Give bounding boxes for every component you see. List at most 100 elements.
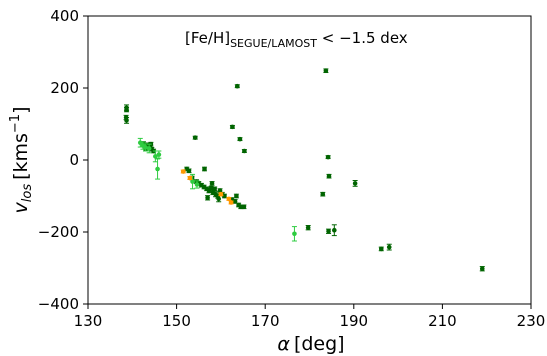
series-2 — [180, 169, 234, 205]
point-marker — [222, 193, 227, 199]
data-point — [291, 226, 297, 242]
point-marker — [212, 186, 217, 192]
data-point — [323, 68, 329, 74]
annotation-sub: SEGUE/LAMOST — [230, 37, 317, 50]
y-tick-label: 400 — [50, 7, 79, 25]
x-tick-label: 150 — [162, 312, 191, 330]
point-marker — [180, 169, 186, 174]
point-marker — [378, 246, 384, 252]
point-marker — [305, 225, 311, 230]
point-marker — [234, 193, 239, 199]
data-point — [156, 150, 162, 159]
data-point — [187, 175, 193, 181]
annotation-post: < −1.5 dex — [317, 29, 408, 47]
y-tick-label: 0 — [69, 151, 79, 169]
point-marker — [352, 181, 358, 186]
point-marker — [228, 200, 234, 205]
point-marker — [153, 154, 158, 159]
data-point — [352, 180, 358, 187]
data-point — [180, 169, 186, 174]
y-axis-subscript: los — [20, 184, 35, 203]
y-axis-unit-sup: −1 — [8, 114, 23, 133]
data-point — [212, 186, 218, 192]
x-tick-label: 210 — [428, 312, 457, 330]
data-point — [194, 180, 200, 189]
point-marker — [326, 228, 331, 234]
data-point — [386, 243, 392, 251]
point-marker — [226, 196, 232, 202]
point-marker — [292, 231, 297, 237]
y-tick-label: −200 — [38, 223, 79, 241]
y-tick-label: 200 — [50, 79, 79, 97]
plot-frame — [87, 15, 532, 305]
point-marker — [332, 227, 337, 233]
data-point — [237, 136, 243, 142]
data-point — [124, 117, 130, 124]
point-marker — [242, 148, 247, 154]
data-point — [326, 173, 332, 179]
metallicity-annotation: [Fe/H]SEGUE/LAMOST < −1.5 dex — [185, 29, 408, 50]
series-0 — [123, 68, 485, 272]
data-point — [378, 246, 384, 252]
y-axis-unit: [kms — [10, 133, 32, 180]
y-axis-label: vlos [kms−1] — [8, 106, 35, 213]
point-marker — [216, 196, 221, 202]
data-point — [186, 168, 192, 174]
point-marker — [192, 135, 198, 140]
data-point — [146, 143, 152, 154]
data-point — [152, 150, 158, 163]
x-tick-label: 190 — [339, 312, 368, 330]
point-marker — [325, 154, 331, 160]
x-tick-label: 130 — [74, 312, 103, 330]
point-marker — [190, 179, 195, 184]
point-marker — [202, 166, 207, 172]
x-axis-label: α [deg] — [277, 333, 344, 355]
point-marker — [155, 166, 160, 172]
point-marker — [205, 195, 210, 201]
data-point — [228, 200, 234, 205]
point-marker — [124, 118, 129, 123]
data-point — [190, 173, 196, 190]
point-marker — [386, 244, 392, 250]
x-axis-ticks: 130 150 170 190 210 230 — [74, 304, 546, 330]
point-marker — [186, 168, 192, 174]
point-marker — [237, 136, 243, 142]
data-point — [202, 166, 208, 172]
point-marker — [218, 191, 224, 197]
point-marker — [323, 68, 329, 74]
point-marker — [217, 188, 223, 193]
point-marker — [209, 181, 215, 186]
x-tick-label: 170 — [251, 312, 280, 330]
point-marker — [124, 107, 129, 112]
y-axis-ticks: 400 200 0 −200 −400 — [38, 7, 88, 313]
y-axis-unit-close: ] — [10, 106, 32, 113]
data-point — [124, 106, 130, 113]
point-marker — [241, 204, 247, 210]
data-point — [229, 124, 235, 130]
data-point — [241, 148, 247, 154]
x-tick-label: 230 — [517, 312, 546, 330]
point-marker — [143, 145, 148, 150]
data-point — [234, 83, 240, 89]
annotation-pre: [Fe/H] — [185, 29, 230, 47]
y-axis-symbol: v — [10, 202, 32, 214]
x-axis-symbol: α — [277, 333, 290, 355]
point-marker — [232, 199, 238, 204]
data-point — [479, 266, 485, 272]
data-point — [325, 154, 331, 160]
series-1 — [137, 137, 297, 242]
data-point — [192, 135, 198, 140]
data-point — [241, 204, 247, 210]
data-point — [209, 181, 215, 186]
data-point — [218, 191, 224, 197]
point-marker — [234, 83, 240, 89]
point-marker — [146, 146, 152, 151]
data-point — [305, 225, 311, 231]
point-marker — [187, 175, 193, 181]
data-point — [331, 224, 337, 237]
data-point — [205, 195, 211, 201]
x-axis-unit: [deg] — [294, 333, 345, 355]
data-point — [226, 196, 232, 202]
point-marker — [326, 173, 332, 179]
